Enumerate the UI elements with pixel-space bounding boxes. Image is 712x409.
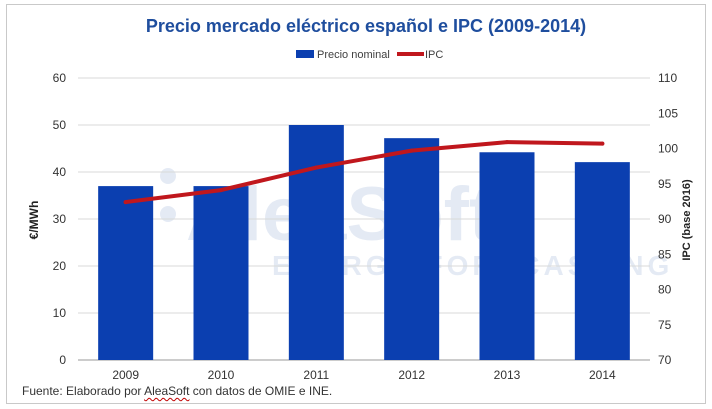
right-axis-ticks: 70 75 80 85 90 95 100 105 110	[658, 71, 678, 367]
bar-2012	[384, 138, 440, 360]
x-axis-ticks: 2009 2010 2011 2012 2013 2014	[112, 368, 616, 382]
x-tick-label: 2011	[303, 368, 329, 382]
chart-title: Precio mercado eléctrico español e IPC (…	[146, 16, 586, 36]
y-tick-label-right: 110	[658, 71, 677, 85]
y-axis-label-left: €/MWh	[27, 201, 41, 240]
x-tick-label: 2009	[112, 368, 139, 382]
source-brand: AleaSoft	[144, 384, 190, 398]
y-tick-label-right: 70	[658, 353, 672, 367]
y-tick-label-left: 40	[53, 165, 67, 179]
y-tick-label-right: 85	[658, 247, 672, 261]
ipc-point-2012	[409, 148, 414, 153]
x-tick-label: 2012	[398, 368, 425, 382]
x-tick-label: 2010	[208, 368, 235, 382]
y-tick-label-left: 60	[53, 71, 67, 85]
ipc-line	[123, 140, 605, 205]
legend: Precio nominal IPC	[296, 49, 443, 61]
ipc-point-2009	[123, 200, 128, 205]
bar-2013	[479, 152, 535, 360]
ipc-point-2013	[505, 140, 509, 145]
ipc-point-2014	[600, 141, 605, 146]
ipc-point-2010	[219, 188, 223, 193]
y-tick-label-left: 10	[53, 306, 67, 320]
legend-swatch-precio	[296, 50, 314, 58]
bar-2010	[193, 186, 249, 360]
y-tick-label-right: 95	[658, 177, 672, 191]
bar-2011	[288, 125, 344, 360]
y-tick-label-right: 75	[658, 318, 672, 332]
legend-label-ipc: IPC	[425, 49, 443, 61]
bar-2014	[574, 162, 630, 360]
watermark-dot-top	[160, 168, 176, 184]
gridlines	[78, 77, 650, 361]
x-tick-label: 2014	[589, 368, 616, 382]
y-tick-label-left: 50	[53, 118, 67, 132]
source-note: Fuente: Elaborado por AleaSoft con datos…	[22, 384, 332, 398]
y-axis-label-right: IPC (base 2016)	[681, 179, 693, 261]
line-series	[123, 140, 605, 205]
y-tick-label-right: 90	[658, 212, 672, 226]
left-axis-ticks: 0 10 20 30 40 50 60	[53, 71, 67, 367]
x-tick-label: 2013	[494, 368, 521, 382]
y-tick-label-right: 80	[658, 283, 672, 297]
bar-2009	[98, 186, 154, 360]
y-tick-label-left: 0	[59, 353, 66, 367]
watermark-dot-bottom	[160, 206, 176, 222]
y-tick-label-left: 30	[53, 212, 67, 226]
y-tick-label-right: 100	[658, 142, 678, 156]
ipc-point-2011	[314, 165, 319, 170]
y-tick-label-right: 105	[658, 106, 678, 120]
legend-label-precio: Precio nominal	[317, 49, 390, 61]
source-prefix: Fuente: Elaborado por	[22, 384, 145, 398]
source-suffix: con datos de OMIE e INE.	[189, 384, 333, 398]
y-tick-label-left: 20	[53, 259, 67, 273]
